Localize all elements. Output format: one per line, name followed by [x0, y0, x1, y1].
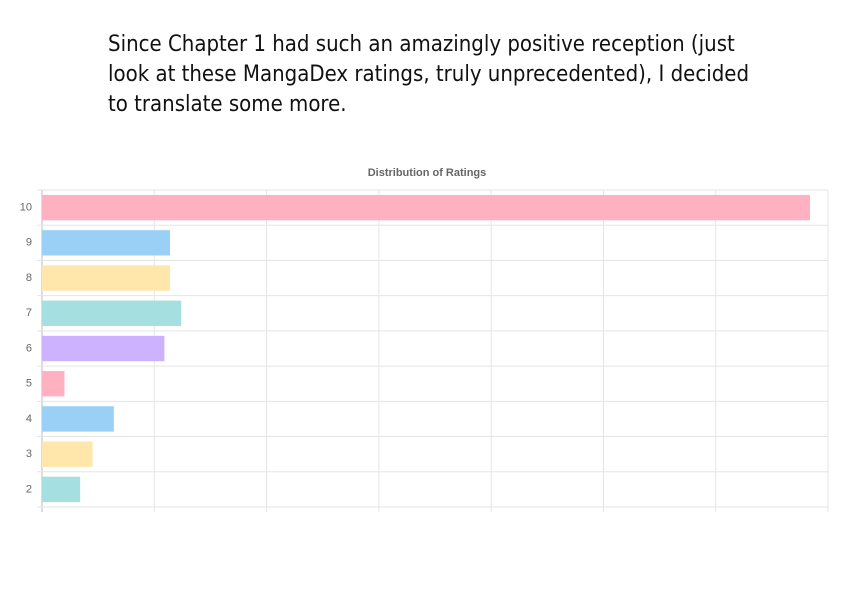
bar	[42, 406, 114, 432]
chart-title: Distribution of Ratings	[368, 167, 487, 179]
bar	[42, 335, 165, 362]
y-tick-label: 7	[26, 307, 32, 319]
y-tick-label: 3	[26, 448, 32, 460]
caption-line: to translate some more.	[108, 92, 347, 117]
bar	[42, 230, 171, 256]
y-tick-label: 2	[26, 483, 32, 495]
bar	[42, 194, 811, 221]
y-tick-label: 10	[20, 202, 32, 214]
y-tick-label: 8	[26, 272, 32, 284]
bar	[42, 300, 182, 326]
y-tick-label: 6	[26, 342, 32, 354]
bar	[42, 441, 93, 467]
bar	[42, 265, 171, 291]
caption-line: look at these MangaDex ratings, truly un…	[108, 62, 750, 87]
caption: Since Chapter 1 had such an amazingly po…	[108, 30, 749, 120]
bar	[42, 371, 65, 397]
caption-line: Since Chapter 1 had such an amazingly po…	[108, 32, 735, 57]
y-tick-label: 5	[26, 378, 32, 390]
y-tick-label: 9	[26, 237, 32, 249]
y-tick-label: 4	[26, 413, 32, 425]
bar	[42, 476, 81, 503]
